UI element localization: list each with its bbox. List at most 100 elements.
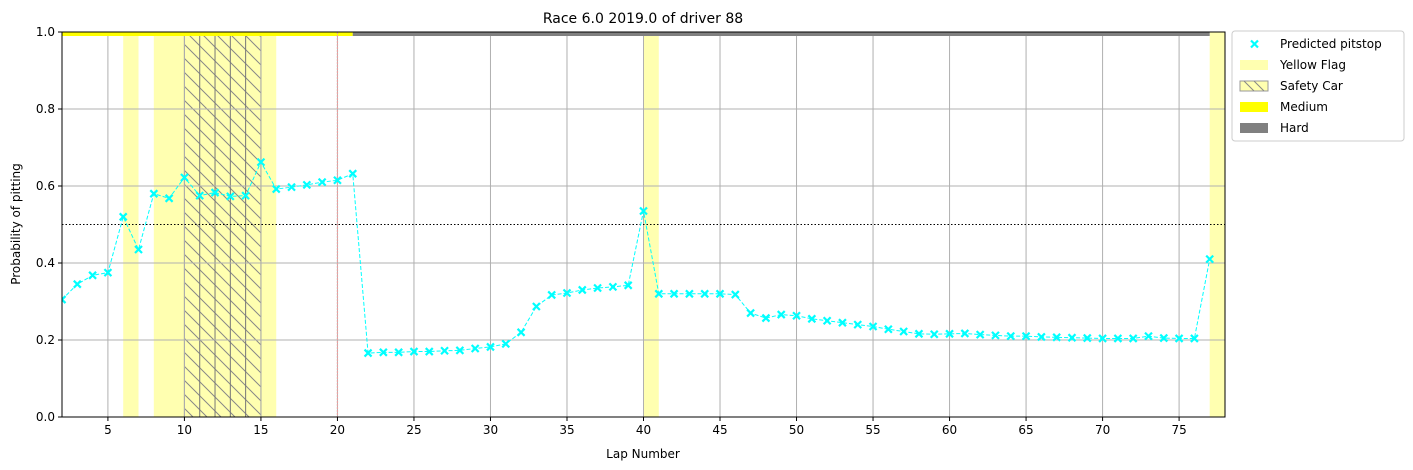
axes: 5 10 15 20 25 30 35 40 45 50 55 60 65 70 75 0.0 0.2 0.4 0.… (36, 25, 1226, 437)
legend-label: Yellow Flag (1279, 58, 1346, 72)
data-point (394, 348, 403, 357)
data-point (608, 282, 618, 292)
data-point (88, 271, 97, 280)
data-point (516, 328, 526, 337)
prediction-line (62, 161, 1211, 354)
data-point (118, 212, 128, 222)
y-tick-label: 0.4 (36, 256, 55, 270)
data-point (822, 316, 832, 326)
data-point (578, 285, 587, 295)
data-point (562, 288, 572, 298)
legend-marker (1250, 39, 1259, 49)
legend-hatch (1243, 80, 1265, 92)
data-point (1205, 254, 1214, 264)
data-point (639, 206, 648, 216)
data-point (685, 289, 694, 299)
data-point (914, 329, 924, 339)
data-point (1174, 334, 1184, 343)
x-tick-label: 10 (177, 423, 192, 437)
data-point (884, 324, 893, 334)
data-point (868, 322, 878, 331)
data-point (547, 290, 556, 300)
data-point (1190, 334, 1199, 343)
data-point (379, 348, 388, 357)
data-point (807, 314, 817, 324)
y-axis-label: Probability of pitting (9, 163, 23, 285)
data-point (348, 169, 358, 178)
data-point (486, 342, 495, 352)
x-tick-label: 35 (559, 423, 574, 437)
data-point (623, 281, 633, 290)
data-point (991, 331, 1000, 340)
legend-label: Medium (1280, 100, 1328, 114)
legend-swatch (1240, 102, 1268, 112)
data-point (256, 157, 266, 167)
data-point (164, 194, 174, 203)
data-point (302, 180, 312, 190)
data-point (241, 191, 250, 200)
data-point (593, 283, 602, 293)
x-tick-label: 25 (406, 423, 421, 437)
data-point (455, 346, 465, 355)
legend-label: Predicted pitstop (1280, 37, 1382, 51)
legend-label: Safety Car (1280, 79, 1343, 93)
chart-title: Race 6.0 2019.0 of driver 88 (543, 11, 743, 27)
data-point (1067, 333, 1077, 342)
x-tick-label: 20 (330, 423, 345, 437)
y-tick-label: 0.0 (36, 410, 55, 424)
y-tick-label: 0.8 (36, 102, 55, 116)
data-point (715, 289, 725, 299)
data-point (226, 192, 235, 201)
legend-box (1231, 30, 1405, 142)
y-tick-label: 0.2 (36, 333, 55, 347)
data-point (1128, 334, 1138, 343)
data-point (363, 348, 373, 358)
data-point (1006, 331, 1016, 341)
data-point (501, 339, 511, 349)
legend-swatch (1240, 60, 1268, 70)
data-point (333, 175, 342, 185)
data-point (409, 347, 419, 356)
tyre-band-medium (62, 32, 353, 36)
data-point (975, 330, 985, 339)
data-point (899, 327, 908, 336)
tyre-band-hard (352, 32, 1210, 36)
x-tick-label: 5 (104, 423, 112, 437)
x-tick-label: 65 (1018, 423, 1033, 437)
legend-swatch (1239, 80, 1269, 92)
data-point (746, 308, 755, 318)
x-tick-label: 15 (253, 423, 268, 437)
data-point (210, 188, 220, 197)
yellow-flag-span (123, 32, 139, 417)
x-tick-label: 30 (483, 423, 498, 437)
data-point (103, 268, 113, 277)
legend-swatch (1240, 123, 1268, 133)
x-tick-label: 50 (789, 423, 804, 437)
data-point (669, 289, 679, 299)
data-point (424, 347, 434, 356)
data-point (149, 189, 159, 198)
data-point (1098, 334, 1107, 343)
data-point (440, 346, 449, 356)
x-tick-label: 60 (942, 423, 957, 437)
x-axis-label: Lap Number (606, 447, 680, 461)
data-point (1159, 333, 1169, 343)
data-point (838, 318, 847, 327)
plot-area (62, 32, 1225, 417)
legend-label: Hard (1280, 121, 1309, 135)
x-tick-label: 45 (712, 423, 727, 437)
data-point (532, 302, 541, 311)
data-point (287, 182, 296, 192)
data-point (792, 311, 801, 321)
legend: Predicted pitstop Yellow Flag Safety Car Me… (1231, 30, 1405, 142)
data-point (180, 173, 189, 182)
data-point (317, 177, 327, 187)
data-point (654, 289, 664, 299)
data-point (700, 289, 709, 299)
x-tick-label: 55 (865, 423, 880, 437)
data-point (1052, 333, 1061, 342)
data-point (853, 320, 863, 329)
x-tick-label: 70 (1095, 423, 1110, 437)
data-point (1021, 331, 1031, 341)
